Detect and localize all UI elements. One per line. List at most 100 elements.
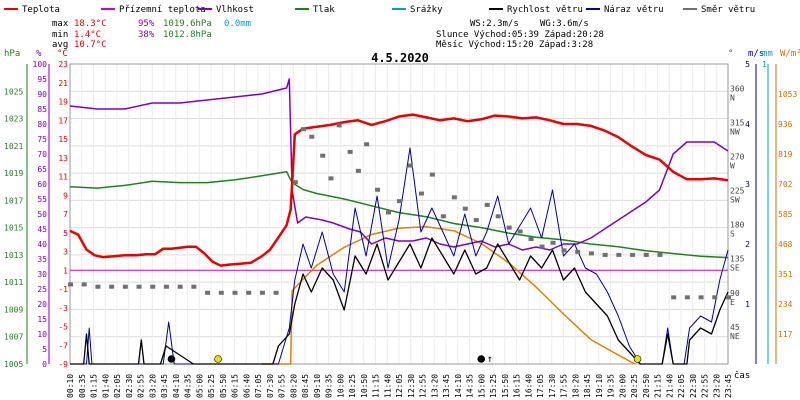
tick-solar-6: 819	[778, 150, 793, 159]
tick-time-26: 11:15	[372, 374, 381, 398]
tick-temperature-15: 21	[58, 79, 68, 88]
tick-humidity-5: 25	[37, 285, 47, 294]
tick-time-12: 05:25	[207, 374, 216, 398]
axis-units: hPa % °C ° m/s mm W/m² čas	[4, 49, 800, 381]
tick-time-45: 19:10	[595, 374, 604, 398]
tick-temperature-1: -7	[58, 341, 68, 350]
tick-time-17: 07:30	[266, 374, 275, 398]
series-temperature	[69, 113, 729, 267]
wind-direction-point-11	[218, 290, 224, 295]
tick-time-13: 05:50	[219, 374, 228, 398]
wind-direction-point-42	[561, 248, 567, 253]
tick-temperature-8: 7	[63, 210, 68, 219]
tick-time-3: 01:40	[101, 374, 110, 398]
wind-direction-point-48	[643, 252, 649, 257]
tick-time-44: 18:45	[583, 374, 592, 398]
tick-humidity-19: 95	[37, 75, 47, 84]
tick-wind-1: 2	[745, 240, 750, 249]
tick-time-56: 23:45	[724, 374, 733, 398]
unit-ms: m/s	[748, 49, 764, 59]
wind-direction-point-14	[259, 290, 265, 295]
tick-time-32: 13:45	[442, 374, 451, 398]
wind-direction-point-25	[375, 187, 381, 192]
tick-time-49: 20:50	[642, 374, 651, 398]
tick-compass-7: NE	[730, 332, 740, 341]
stats-min-press: 1012.8hPa	[163, 30, 212, 40]
tick-humidity-7: 35	[37, 255, 47, 264]
stats-max-label: max	[52, 19, 69, 29]
stats-max-press: 1019.6hPa	[163, 19, 212, 29]
legend-label-1: Přízemní teplota	[119, 5, 206, 15]
tick-time-16: 07:05	[254, 374, 263, 398]
tick-pressure-6: 1017	[4, 196, 23, 205]
tick-time-8: 03:45	[160, 374, 169, 398]
wind-direction-point-43	[575, 249, 581, 254]
tick-time-30: 12:55	[419, 374, 428, 398]
tick-temperature-14: 19	[58, 98, 68, 107]
tick-humidity-1: 5	[42, 345, 47, 354]
wind-direction-point-24	[364, 142, 370, 147]
wind-direction-point-13	[246, 290, 252, 295]
tick-time-4: 02:05	[113, 374, 122, 398]
event-arrow: ↑	[487, 354, 493, 365]
plot-frame	[69, 63, 729, 365]
wind-direction-point-40	[539, 244, 545, 249]
tick-time-19: 08:20	[289, 374, 298, 398]
wind-direction-point-21	[336, 123, 342, 128]
tick-temperature-10: 11	[58, 173, 68, 182]
stats-min-label: min	[52, 30, 68, 40]
tick-time-42: 17:55	[560, 374, 569, 398]
tick-temperature-9: 9	[63, 191, 68, 200]
wind-direction-point-41	[550, 240, 556, 245]
info-wg: WG:3.6m/s	[540, 19, 589, 29]
legend-label-7: Směr větru	[701, 5, 755, 15]
tick-solar-4: 585	[778, 210, 793, 219]
wind-direction-point-23	[355, 168, 361, 173]
wind-direction-point-28	[407, 163, 413, 168]
tick-temperature-4: -1	[58, 285, 68, 294]
info-block: WS:2.3m/s WG:3.6m/s Slunce Východ:05:39 …	[436, 19, 604, 50]
tick-solar-5: 702	[778, 180, 793, 189]
tick-rain-0: 1	[762, 60, 767, 69]
stats-max-hum: 95%	[138, 19, 155, 29]
tick-time-38: 16:15	[513, 374, 522, 398]
tick-pressure-7: 1019	[4, 169, 23, 178]
tick-time-28: 12:05	[395, 374, 404, 398]
stats-min-hum: 38%	[138, 30, 155, 40]
wind-direction-point-50	[671, 295, 677, 300]
tick-temperature-5: 1	[63, 266, 68, 275]
tick-solar-1: 234	[778, 300, 793, 309]
tick-temperature-12: 15	[58, 135, 68, 144]
stats-max-temp: 18.3°C	[74, 19, 107, 29]
tick-compass-1: NW	[730, 127, 740, 136]
tick-direction-0: 360	[730, 84, 745, 93]
wind-direction-point-35	[484, 202, 490, 207]
tick-temperature-13: 17	[58, 116, 68, 125]
tick-humidity-18: 90	[37, 90, 47, 99]
tick-time-15: 06:40	[242, 374, 251, 398]
tick-wind-3: 4	[745, 120, 750, 129]
wind-direction-point-32	[451, 195, 457, 200]
stats-avg-label: avg	[52, 40, 68, 50]
wind-direction-point-37	[506, 225, 512, 230]
tick-temperature-7: 5	[63, 229, 68, 238]
event-marker-2	[477, 355, 486, 363]
tick-compass-4: S	[730, 230, 735, 239]
tick-time-2: 01:15	[90, 374, 99, 398]
wind-direction-point-51	[684, 295, 690, 300]
tick-time-33: 14:10	[454, 374, 463, 398]
tick-temperature-3: -3	[58, 304, 68, 313]
tick-time-29: 12:30	[407, 374, 416, 398]
tick-pressure-1: 1007	[4, 333, 23, 342]
wind-direction-point-53	[712, 295, 718, 300]
wind-direction-point-52	[698, 295, 704, 300]
tick-time-14: 06:15	[231, 374, 240, 398]
tick-humidity-20: 100	[33, 60, 48, 69]
tick-time-27: 11:40	[383, 374, 392, 398]
tick-time-11: 05:00	[195, 374, 204, 398]
tick-humidity-2: 10	[37, 330, 47, 339]
unit-hpa: hPa	[4, 49, 20, 59]
tick-pressure-3: 1011	[4, 278, 23, 287]
